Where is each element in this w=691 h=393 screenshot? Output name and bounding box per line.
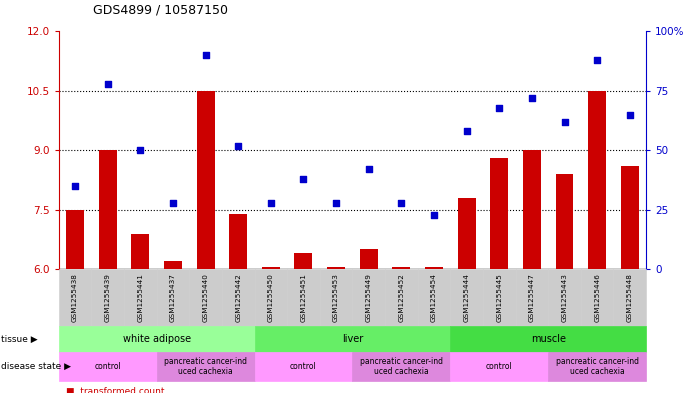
- Text: GSM1255446: GSM1255446: [594, 273, 600, 322]
- Text: liver: liver: [342, 334, 363, 344]
- Text: control: control: [94, 362, 121, 371]
- Point: [200, 52, 211, 58]
- Bar: [66, 210, 84, 269]
- Bar: [588, 91, 606, 269]
- Bar: [556, 174, 574, 269]
- Text: tissue ▶: tissue ▶: [1, 334, 37, 343]
- Text: GSM1255442: GSM1255442: [235, 273, 241, 322]
- Text: disease state ▶: disease state ▶: [1, 362, 70, 371]
- Bar: [425, 267, 443, 269]
- Bar: [131, 233, 149, 269]
- Point: [135, 147, 146, 153]
- Point: [428, 211, 439, 218]
- Point: [102, 81, 113, 87]
- Text: GSM1255437: GSM1255437: [170, 273, 176, 322]
- Point: [396, 200, 407, 206]
- Bar: [491, 158, 508, 269]
- Bar: [99, 150, 117, 269]
- Text: pancreatic cancer-ind
uced cachexia: pancreatic cancer-ind uced cachexia: [164, 357, 247, 376]
- Bar: [229, 214, 247, 269]
- Bar: [294, 253, 312, 269]
- Bar: [262, 267, 280, 269]
- Text: GSM1255443: GSM1255443: [562, 273, 567, 322]
- Text: muscle: muscle: [531, 334, 566, 344]
- Text: GSM1255451: GSM1255451: [301, 273, 307, 322]
- Point: [527, 95, 538, 101]
- Text: ■  transformed count: ■ transformed count: [66, 387, 164, 393]
- Text: GSM1255453: GSM1255453: [333, 273, 339, 322]
- Point: [559, 119, 570, 125]
- Point: [363, 166, 375, 173]
- Text: GSM1255441: GSM1255441: [138, 273, 143, 322]
- Text: GSM1255448: GSM1255448: [627, 273, 633, 322]
- Text: GSM1255438: GSM1255438: [72, 273, 78, 322]
- Text: GSM1255454: GSM1255454: [431, 273, 437, 322]
- Bar: [164, 261, 182, 269]
- Point: [330, 200, 341, 206]
- Text: GSM1255452: GSM1255452: [398, 273, 404, 322]
- Point: [591, 57, 603, 63]
- Text: GSM1255450: GSM1255450: [268, 273, 274, 322]
- Text: GSM1255444: GSM1255444: [464, 273, 470, 322]
- Text: white adipose: white adipose: [122, 334, 191, 344]
- Point: [167, 200, 178, 206]
- Bar: [327, 267, 345, 269]
- Text: GSM1255447: GSM1255447: [529, 273, 535, 322]
- Bar: [523, 150, 541, 269]
- Point: [461, 128, 472, 134]
- Point: [233, 142, 244, 149]
- Text: GDS4899 / 10587150: GDS4899 / 10587150: [93, 4, 228, 17]
- Bar: [621, 166, 638, 269]
- Bar: [392, 267, 410, 269]
- Point: [298, 176, 309, 182]
- Point: [70, 183, 81, 189]
- Bar: [457, 198, 475, 269]
- Text: pancreatic cancer-ind
uced cachexia: pancreatic cancer-ind uced cachexia: [556, 357, 638, 376]
- Point: [265, 200, 276, 206]
- Text: GSM1255445: GSM1255445: [496, 273, 502, 322]
- Text: GSM1255439: GSM1255439: [104, 273, 111, 322]
- Bar: [197, 91, 214, 269]
- Point: [493, 105, 504, 111]
- Text: control: control: [486, 362, 513, 371]
- Text: pancreatic cancer-ind
uced cachexia: pancreatic cancer-ind uced cachexia: [360, 357, 443, 376]
- Text: GSM1255449: GSM1255449: [366, 273, 372, 322]
- Text: GSM1255440: GSM1255440: [202, 273, 209, 322]
- Text: control: control: [290, 362, 317, 371]
- Point: [624, 112, 635, 118]
- Bar: [360, 250, 378, 269]
